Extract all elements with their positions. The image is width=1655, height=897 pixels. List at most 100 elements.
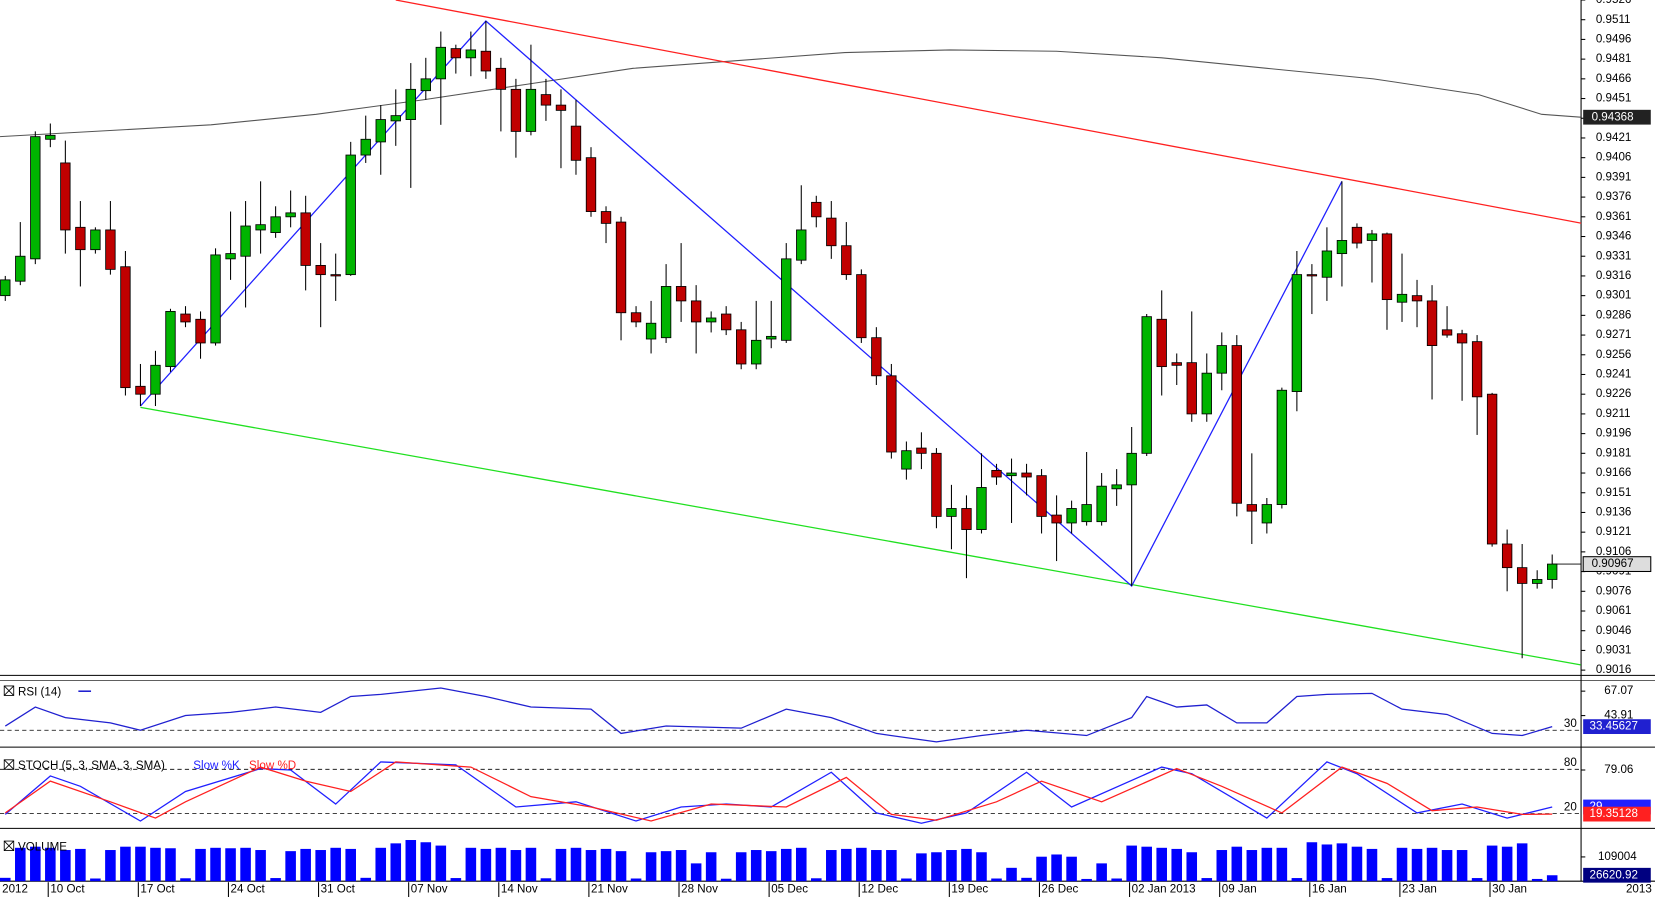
x-tick-label: 09 Jan [1222, 883, 1257, 896]
x-tick-label: 28 Nov [681, 883, 718, 896]
candle-body [1531, 579, 1543, 584]
candle-body [1231, 345, 1242, 504]
volume-bar [1171, 848, 1183, 882]
candle-body [345, 154, 356, 276]
volume-bar [630, 878, 642, 882]
volume-bar [1021, 877, 1032, 882]
volume-bar [976, 852, 987, 882]
volume-bar [360, 877, 372, 882]
volume-bar [60, 850, 71, 882]
candle-body [540, 94, 552, 106]
candle-body [270, 216, 281, 233]
volume-bar [405, 840, 417, 882]
volume-bar [1396, 847, 1408, 882]
x-tick-label: 31 Oct [321, 883, 356, 896]
candle-body [736, 329, 747, 365]
x-tick-label: 30 Jan [1492, 883, 1527, 896]
volume-bar [570, 847, 582, 882]
volume-bar [150, 847, 161, 882]
volume-bar [105, 850, 116, 882]
x-tick-label: 12 Dec [861, 883, 898, 896]
volume-bar [480, 848, 492, 882]
candle-body [285, 212, 296, 218]
volume-bar [1141, 846, 1152, 882]
candle-body [435, 46, 446, 80]
y-tick-label: 0.9286 [1596, 308, 1632, 321]
candle-body [1516, 567, 1528, 584]
y-tick-label: 0.9211 [1596, 407, 1631, 420]
volume-bar [1126, 845, 1137, 882]
candle-body [480, 50, 492, 72]
candle-body [841, 245, 852, 276]
volume-bar [30, 846, 41, 882]
candle-body [1216, 345, 1227, 374]
volume-bar [645, 852, 657, 882]
level-label: 80 [1564, 756, 1577, 769]
candle-body [390, 115, 401, 122]
volume-bar [1471, 878, 1483, 882]
candle-body [1126, 452, 1137, 486]
volume-bar [270, 878, 281, 882]
value-box [1583, 719, 1651, 735]
y-tick-label: 67.07 [1604, 684, 1633, 697]
y-tick-label: 0.9136 [1596, 506, 1632, 519]
candle-body [1141, 316, 1152, 454]
volume-bar [841, 848, 852, 882]
volume-bar [991, 878, 1002, 882]
candle-body [1006, 472, 1017, 477]
candle-body [180, 313, 191, 323]
volume-bar [1426, 847, 1438, 882]
volume-bar [690, 863, 702, 882]
candle-body [135, 385, 146, 395]
y-tick-label: 0.9271 [1596, 328, 1632, 341]
volume-bar [1306, 842, 1318, 882]
y-tick-label: 0.9196 [1596, 427, 1632, 440]
volume-bar [856, 847, 867, 882]
volume-bar [600, 848, 612, 882]
candle-body [375, 119, 386, 143]
y-tick-label: 0.9046 [1596, 624, 1632, 637]
y-tick-label: 0.9331 [1596, 249, 1632, 262]
y-tick-label: 0.9226 [1596, 387, 1632, 400]
candle-body [1186, 362, 1197, 415]
y-tick-label: 0.9016 [1596, 663, 1632, 676]
y-tick-label: 109004 [1598, 850, 1637, 863]
x-tick-label: 17 Oct [140, 883, 175, 896]
panel-title: RSI (14) [18, 685, 61, 698]
candle-body [1381, 233, 1393, 301]
volume-bar [180, 878, 191, 882]
volume-bar [90, 878, 101, 882]
candle-body [75, 226, 86, 251]
volume-bar [901, 878, 912, 882]
candle-body [630, 312, 642, 323]
indicator-line [4, 761, 1553, 822]
y-tick-label: 0.9451 [1596, 92, 1632, 105]
volume-bar [135, 846, 146, 882]
candle-body [675, 286, 687, 302]
candle-body [420, 78, 431, 92]
volume-bar [375, 847, 387, 882]
candle-body [450, 48, 462, 59]
candle-body [1321, 250, 1333, 278]
candle-body [946, 508, 957, 517]
volume-bar [675, 850, 687, 882]
y-tick-label: 0.9166 [1596, 466, 1632, 479]
y-tick-label: 0.9511 [1596, 13, 1631, 26]
volume-bar [390, 843, 402, 882]
candle-body [781, 258, 792, 341]
candle-body [15, 255, 26, 282]
candle-body [751, 339, 762, 365]
x-tick-label: 2012 [2, 883, 28, 896]
candle-body [1066, 508, 1077, 524]
volume-bar [195, 848, 206, 882]
candle-body [826, 217, 837, 247]
volume-bar [315, 850, 326, 882]
candle-body [45, 134, 56, 140]
candle-body [360, 138, 371, 156]
candle-body [1456, 333, 1468, 344]
value-box-label: 26620.92 [1590, 868, 1638, 881]
candle-body [105, 229, 116, 270]
x-tick-label: 23 Jan [1402, 883, 1437, 896]
x-tick-label: 26 Dec [1042, 883, 1079, 896]
panel-title: STOCH (5, 3, SMA, 3, SMA) [18, 759, 165, 772]
